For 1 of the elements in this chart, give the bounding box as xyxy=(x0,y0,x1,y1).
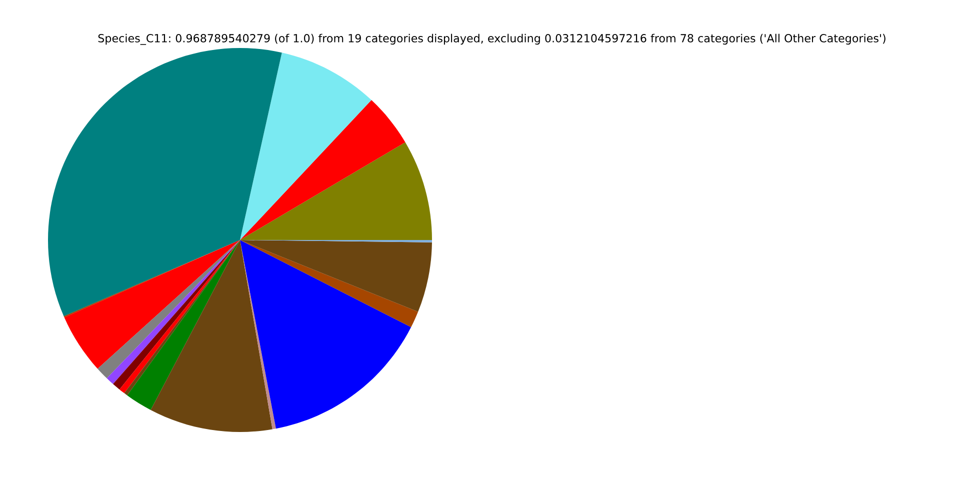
text: Species_C11: 0.968789540279 (of 1.0) from 19 categories displayed, excluding 0.0312104597216 from 78 categories ('All Other Categories') xyxy=(98,34,886,45)
